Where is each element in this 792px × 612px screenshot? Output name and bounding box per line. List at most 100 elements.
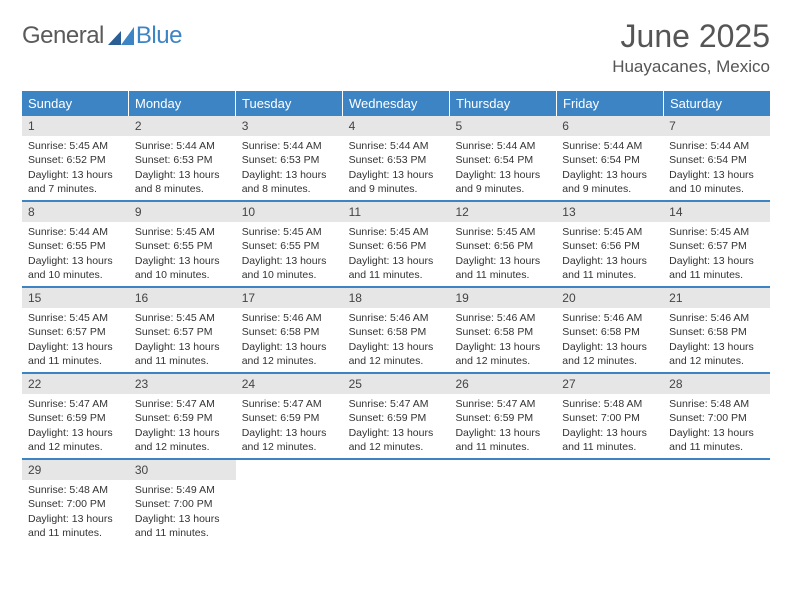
day-line: and 10 minutes. [669, 182, 764, 196]
day-line: and 12 minutes. [669, 354, 764, 368]
day-line: Sunset: 6:57 PM [669, 239, 764, 253]
day-line: and 12 minutes. [562, 354, 657, 368]
day-body: Sunrise: 5:48 AMSunset: 7:00 PMDaylight:… [556, 397, 663, 458]
day-line: and 9 minutes. [455, 182, 550, 196]
day-line: and 7 minutes. [28, 182, 123, 196]
day-line: Daylight: 13 hours [242, 254, 337, 268]
day-line: and 12 minutes. [28, 440, 123, 454]
day-number: 25 [343, 374, 450, 394]
day-line: Daylight: 13 hours [135, 168, 230, 182]
day-number: 26 [449, 374, 556, 394]
day-body: Sunrise: 5:44 AMSunset: 6:53 PMDaylight:… [236, 139, 343, 200]
day-line: Sunrise: 5:44 AM [28, 225, 123, 239]
day-line: Sunrise: 5:48 AM [28, 483, 123, 497]
day-cell: 21Sunrise: 5:46 AMSunset: 6:58 PMDayligh… [663, 288, 770, 372]
day-line: and 11 minutes. [562, 440, 657, 454]
day-body: Sunrise: 5:49 AMSunset: 7:00 PMDaylight:… [129, 483, 236, 544]
day-line: Sunrise: 5:46 AM [455, 311, 550, 325]
day-line: Daylight: 13 hours [242, 340, 337, 354]
day-line: Daylight: 13 hours [242, 426, 337, 440]
day-line: and 12 minutes. [349, 440, 444, 454]
day-cell: 9Sunrise: 5:45 AMSunset: 6:55 PMDaylight… [129, 202, 236, 286]
day-line: Sunset: 6:59 PM [242, 411, 337, 425]
day-line: Sunset: 7:00 PM [28, 497, 123, 511]
day-cell: 12Sunrise: 5:45 AMSunset: 6:56 PMDayligh… [449, 202, 556, 286]
day-cell: 30 Sunrise: 5:49 AMSunset: 7:00 PMDayligh… [129, 460, 236, 544]
day-line: and 11 minutes. [455, 440, 550, 454]
day-line: and 8 minutes. [135, 182, 230, 196]
day-line: Sunrise: 5:45 AM [349, 225, 444, 239]
day-cell: 26Sunrise: 5:47 AMSunset: 6:59 PMDayligh… [449, 374, 556, 458]
day-number: 30 [129, 460, 236, 480]
day-line: Sunrise: 5:44 AM [242, 139, 337, 153]
weekday-header: Thursday [450, 91, 557, 116]
day-body: Sunrise: 5:44 AMSunset: 6:53 PMDaylight:… [129, 139, 236, 200]
day-body: Sunrise: 5:45 AMSunset: 6:55 PMDaylight:… [129, 225, 236, 286]
day-cell: 8Sunrise: 5:44 AMSunset: 6:55 PMDaylight… [22, 202, 129, 286]
day-cell: 16Sunrise: 5:45 AMSunset: 6:57 PMDayligh… [129, 288, 236, 372]
day-line: Sunrise: 5:45 AM [562, 225, 657, 239]
week-row: 22Sunrise: 5:47 AMSunset: 6:59 PMDayligh… [22, 374, 770, 460]
day-body: Sunrise: 5:44 AMSunset: 6:54 PMDaylight:… [556, 139, 663, 200]
day-cell: 28Sunrise: 5:48 AMSunset: 7:00 PMDayligh… [663, 374, 770, 458]
day-number: 28 [663, 374, 770, 394]
day-line: and 11 minutes. [28, 526, 123, 540]
day-line: and 12 minutes. [135, 440, 230, 454]
location-label: Huayacanes, Mexico [612, 57, 770, 77]
day-line: Sunrise: 5:45 AM [455, 225, 550, 239]
day-line: Daylight: 13 hours [135, 254, 230, 268]
day-line: and 9 minutes. [349, 182, 444, 196]
day-line: Sunset: 6:59 PM [28, 411, 123, 425]
day-line: Daylight: 13 hours [135, 512, 230, 526]
day-body: Sunrise: 5:44 AMSunset: 6:55 PMDaylight:… [22, 225, 129, 286]
day-cell: 27Sunrise: 5:48 AMSunset: 7:00 PMDayligh… [556, 374, 663, 458]
day-cell: 23Sunrise: 5:47 AMSunset: 6:59 PMDayligh… [129, 374, 236, 458]
day-line: Sunrise: 5:44 AM [455, 139, 550, 153]
day-line: and 10 minutes. [28, 268, 123, 282]
day-line: Sunset: 6:58 PM [242, 325, 337, 339]
day-line: Daylight: 13 hours [135, 426, 230, 440]
day-line: Sunset: 6:57 PM [135, 325, 230, 339]
day-line: and 12 minutes. [455, 354, 550, 368]
day-line: Daylight: 13 hours [562, 426, 657, 440]
day-cell: 10Sunrise: 5:45 AMSunset: 6:55 PMDayligh… [236, 202, 343, 286]
day-cell: 18Sunrise: 5:46 AMSunset: 6:58 PMDayligh… [343, 288, 450, 372]
day-body: Sunrise: 5:46 AMSunset: 6:58 PMDaylight:… [663, 311, 770, 372]
header-bar: General Blue June 2025 Huayacanes, Mexic… [22, 18, 770, 77]
day-line: and 11 minutes. [669, 440, 764, 454]
day-line: and 11 minutes. [28, 354, 123, 368]
title-block: June 2025 Huayacanes, Mexico [612, 18, 770, 77]
day-line: and 10 minutes. [135, 268, 230, 282]
day-number: 24 [236, 374, 343, 394]
day-line: Sunrise: 5:46 AM [562, 311, 657, 325]
day-line: Sunset: 6:53 PM [242, 153, 337, 167]
day-line: Sunrise: 5:44 AM [135, 139, 230, 153]
day-line: and 12 minutes. [242, 354, 337, 368]
day-line: Daylight: 13 hours [28, 168, 123, 182]
logo-mark-icon [108, 27, 134, 45]
day-line: Daylight: 13 hours [349, 426, 444, 440]
day-body: Sunrise: 5:45 AMSunset: 6:57 PMDaylight:… [22, 311, 129, 372]
week-row: 8Sunrise: 5:44 AMSunset: 6:55 PMDaylight… [22, 202, 770, 288]
day-line: Daylight: 13 hours [669, 254, 764, 268]
day-line: Sunrise: 5:45 AM [669, 225, 764, 239]
day-line: and 11 minutes. [562, 268, 657, 282]
day-body: Sunrise: 5:44 AMSunset: 6:54 PMDaylight:… [449, 139, 556, 200]
day-line: and 12 minutes. [242, 440, 337, 454]
day-body: Sunrise: 5:46 AMSunset: 6:58 PMDaylight:… [236, 311, 343, 372]
weekday-header: Friday [557, 91, 664, 116]
day-line: Sunrise: 5:44 AM [562, 139, 657, 153]
day-line: Sunset: 6:56 PM [455, 239, 550, 253]
day-cell: 2Sunrise: 5:44 AMSunset: 6:53 PMDaylight… [129, 116, 236, 200]
day-cell: 22 Sunrise: 5:47 AMSunset: 6:59 PMDayligh… [22, 374, 129, 458]
day-number: 10 [236, 202, 343, 222]
day-line: Sunrise: 5:47 AM [455, 397, 550, 411]
day-line: Sunrise: 5:46 AM [349, 311, 444, 325]
day-body: Sunrise: 5:46 AMSunset: 6:58 PMDaylight:… [556, 311, 663, 372]
day-body: Sunrise: 5:47 AMSunset: 6:59 PMDaylight:… [22, 397, 129, 458]
day-line: Daylight: 13 hours [669, 426, 764, 440]
day-number: 22 [22, 374, 129, 394]
day-line: Sunrise: 5:44 AM [349, 139, 444, 153]
week-row: 15Sunrise: 5:45 AMSunset: 6:57 PMDayligh… [22, 288, 770, 374]
day-line: Sunset: 6:58 PM [349, 325, 444, 339]
